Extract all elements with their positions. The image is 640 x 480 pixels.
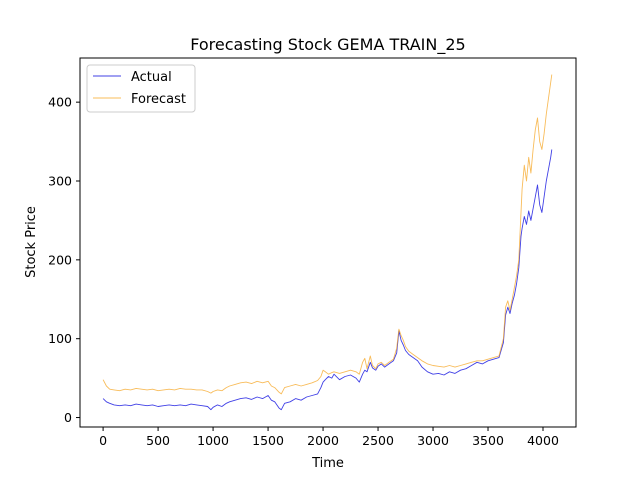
y-tick-label: 300 [48, 174, 72, 189]
x-tick-label: 500 [146, 433, 170, 448]
x-tick-label: 1500 [252, 433, 284, 448]
chart-title: Forecasting Stock GEMA TRAIN_25 [190, 35, 465, 55]
x-tick-label: 1000 [197, 433, 229, 448]
x-tick-label: 3500 [472, 433, 504, 448]
y-tick-label: 200 [48, 252, 72, 267]
x-tick-label: 0 [99, 433, 107, 448]
x-axis-ticks: 0 500 1000 1500 2000 2500 3000 3500 4000 [99, 427, 559, 448]
x-tick-label: 4000 [527, 433, 559, 448]
x-tick-label: 2000 [307, 433, 339, 448]
series-line-actual [102, 149, 553, 411]
x-axis-label: Time [311, 456, 344, 471]
y-tick-label: 100 [48, 331, 72, 346]
y-tick-label: 0 [64, 410, 72, 425]
x-tick-label: 2500 [362, 433, 394, 448]
legend-label-actual: Actual [131, 70, 172, 85]
y-axis-ticks: 0 100 200 300 400 [48, 95, 80, 425]
y-axis-label: Stock Price [24, 206, 39, 278]
series-line-forecast [102, 74, 553, 395]
plot-frame [79, 57, 577, 428]
legend-label-forecast: Forecast [131, 92, 186, 107]
y-tick-label: 400 [48, 95, 72, 110]
legend-box [86, 64, 196, 113]
x-tick-label: 3000 [417, 433, 449, 448]
legend: Actual Forecast [86, 64, 196, 113]
series-layer [102, 74, 553, 411]
